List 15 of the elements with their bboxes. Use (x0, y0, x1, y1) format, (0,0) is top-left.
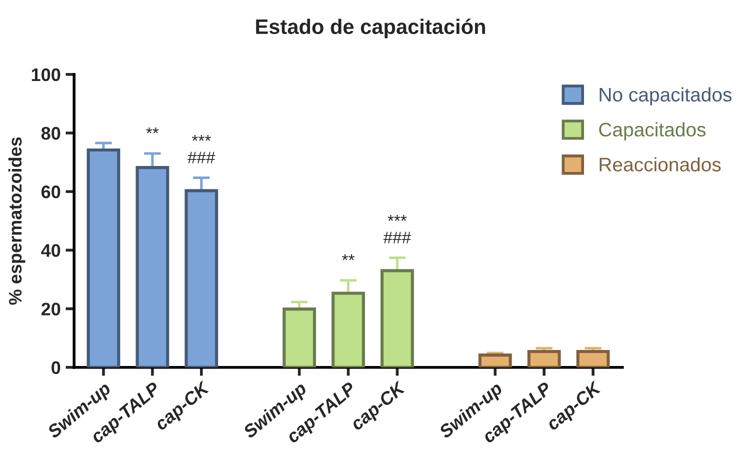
y-tick-label: 100 (32, 68, 60, 82)
y-tick-label: 80 (41, 126, 60, 140)
y-axis-title: % espermatozoides (8, 137, 26, 305)
chart-title: Estado de capacitación (256, 18, 485, 38)
y-tick-label: 40 (41, 244, 60, 257)
legend-label: Reaccionados (600, 157, 721, 172)
y-tick-label: 0 (52, 361, 60, 374)
legend-label: No capacitados (600, 87, 732, 106)
data-label: ** (342, 254, 354, 260)
y-tick-label: 60 (41, 186, 60, 198)
y-tick-label: 20 (41, 302, 60, 316)
data-label: *** ### (383, 215, 412, 244)
data-label: *** ### (188, 135, 216, 164)
legend-label: Capacitados (599, 122, 706, 140)
data-label: ** (146, 127, 159, 134)
